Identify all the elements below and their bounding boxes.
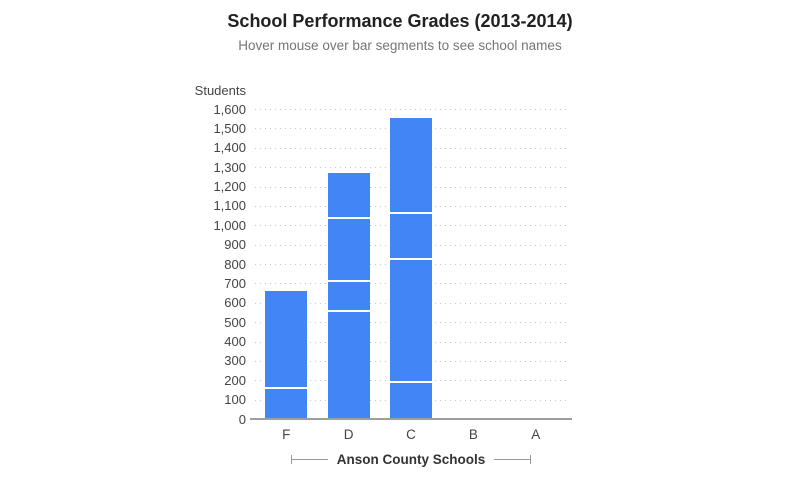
- y-tick-label: 400: [224, 334, 246, 349]
- y-tick-label: 1,400: [213, 140, 246, 156]
- bar-segment[interactable]: [327, 218, 370, 281]
- bar-segment[interactable]: [327, 172, 370, 217]
- bracket-left-line: [290, 455, 328, 464]
- plot-area: [250, 109, 572, 420]
- y-tick-label: 1,100: [213, 198, 246, 214]
- y-tick-label: 1,200: [213, 179, 246, 194]
- bar-segment[interactable]: [265, 291, 308, 388]
- bar-segment[interactable]: [327, 311, 370, 419]
- bar-C: [390, 109, 432, 419]
- y-tick-label: 600: [224, 295, 246, 311]
- bar-segment[interactable]: [265, 389, 308, 419]
- y-tick-label: 1,000: [213, 217, 246, 233]
- y-tick-label: 200: [224, 372, 246, 388]
- x-axis-line: [250, 418, 572, 420]
- bracket-right-line: [494, 455, 532, 464]
- x-category-label: D: [343, 427, 354, 442]
- gridline: [255, 109, 567, 110]
- bar-D: [327, 109, 370, 419]
- y-axis-title: Students: [194, 83, 246, 98]
- y-tick-label: 100: [224, 392, 246, 408]
- y-tick-label: 700: [224, 275, 246, 291]
- bar-segment[interactable]: [390, 213, 432, 259]
- chart-title: School Performance Grades (2013-2014): [227, 11, 573, 31]
- bar-segment[interactable]: [390, 383, 432, 419]
- y-tick-label: 800: [224, 256, 246, 272]
- x-category-label: F: [282, 427, 291, 442]
- x-category-label: A: [531, 427, 541, 442]
- y-tick-label: 300: [224, 353, 246, 369]
- y-tick-label: 1,300: [213, 159, 246, 175]
- x-category-label: B: [468, 427, 478, 442]
- chart-subtitle: Hover mouse over bar segments to see sch…: [238, 38, 562, 53]
- x-axis-title-group: Anson County Schools: [255, 452, 567, 467]
- x-axis-title: Anson County Schools: [336, 452, 486, 467]
- y-tick-label: 900: [224, 237, 246, 253]
- y-tick-label: 1,600: [213, 101, 246, 117]
- bar-segment[interactable]: [327, 282, 370, 310]
- bar-F: [265, 109, 308, 419]
- y-tick-label: 0: [238, 411, 246, 427]
- bar-segment[interactable]: [390, 260, 432, 382]
- bar-segment[interactable]: [390, 117, 432, 212]
- y-tick-label: 500: [224, 314, 246, 330]
- bar-A: [515, 109, 557, 419]
- y-tick-label: 1,500: [213, 120, 246, 136]
- bar-B: [452, 109, 494, 419]
- x-category-label: C: [406, 427, 416, 442]
